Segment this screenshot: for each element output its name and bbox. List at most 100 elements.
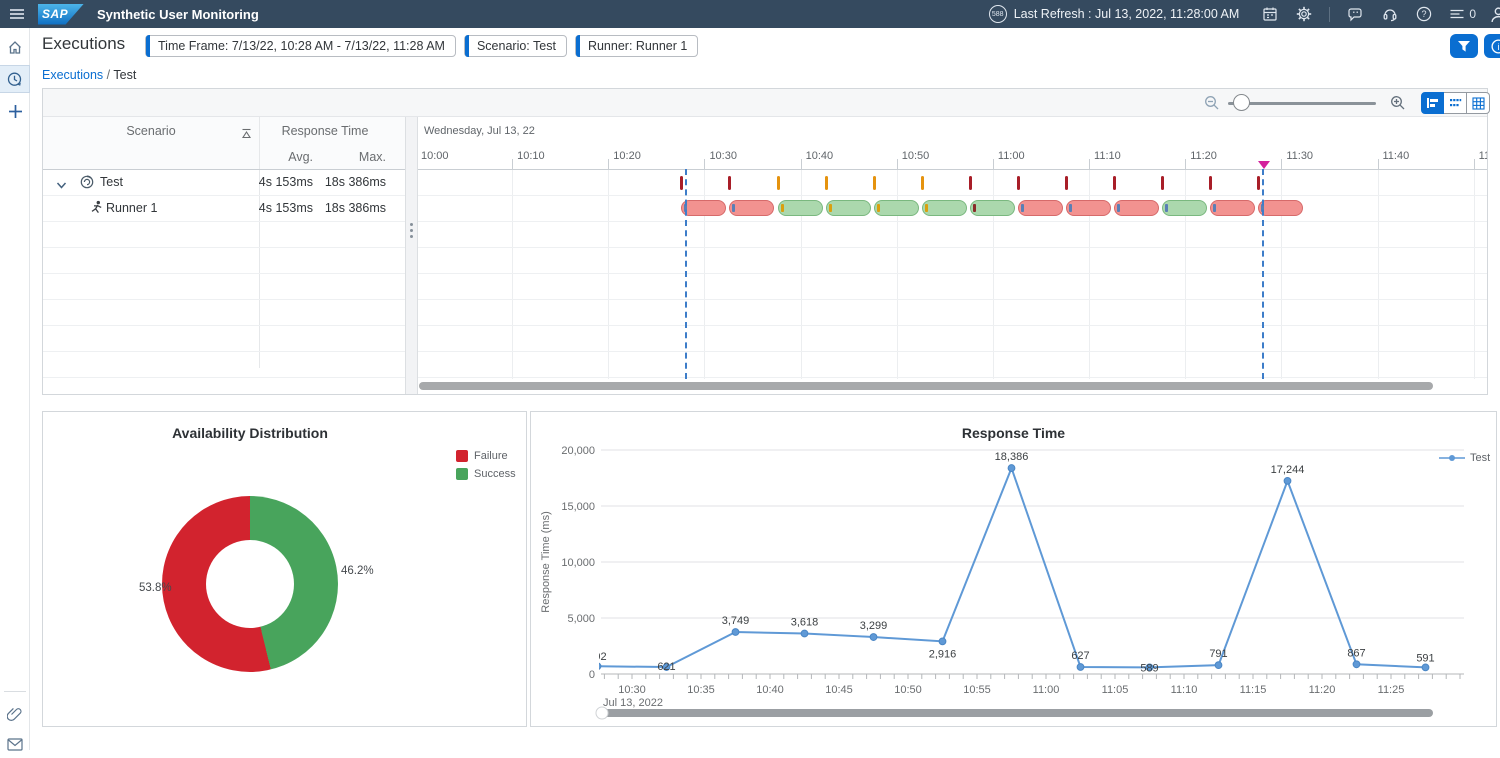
timeline-gridline (1474, 169, 1475, 379)
table-row-border (43, 299, 405, 300)
sort-ascending-icon[interactable] (241, 126, 252, 144)
gantt-bar-success[interactable] (874, 200, 919, 216)
execution-status-marker-failure[interactable] (1065, 176, 1068, 190)
execution-status-marker-success[interactable] (825, 176, 828, 190)
view-gantt-button[interactable] (1421, 92, 1444, 114)
help-icon[interactable]: ? (1415, 6, 1432, 23)
zoom-in-icon[interactable] (1390, 95, 1406, 116)
data-point[interactable] (1215, 662, 1222, 669)
data-point[interactable] (1008, 465, 1015, 472)
gantt-bar-failure[interactable] (681, 200, 726, 216)
gantt-bar-failure[interactable] (1210, 200, 1255, 216)
execution-status-marker-failure[interactable] (1257, 176, 1260, 190)
data-point[interactable] (594, 663, 601, 670)
sidebar-item-attachment[interactable] (0, 700, 30, 728)
y-tick-label: 15,000 (561, 501, 595, 513)
execution-status-marker-failure[interactable] (1209, 176, 1212, 190)
execution-status-marker-failure[interactable] (1017, 176, 1020, 190)
sidebar-item-executions[interactable] (0, 65, 30, 93)
timeline-ruler-tick (1378, 159, 1379, 169)
breadcrumb: Executions / Test (42, 68, 136, 82)
data-point[interactable] (1077, 664, 1084, 671)
bar-start-marker (1069, 204, 1072, 212)
table-row-runner1[interactable]: Runner 1 4s 153ms 18s 386ms (43, 195, 405, 221)
table-row-test[interactable]: Test 4s 153ms 18s 386ms (43, 169, 405, 195)
view-grid-button[interactable] (1467, 92, 1490, 114)
execution-status-marker-success[interactable] (921, 176, 924, 190)
gantt-bar-success[interactable] (922, 200, 967, 216)
collapse-chevron-icon[interactable] (56, 177, 67, 195)
refresh-countdown-badge[interactable]: 588 (989, 5, 1007, 23)
gantt-bar-success[interactable] (970, 200, 1015, 216)
timeline-ruler-tick (897, 159, 898, 169)
sidebar-item-email[interactable] (0, 730, 30, 758)
sidebar-item-add[interactable] (0, 97, 30, 125)
legend-item-success[interactable]: Success (456, 468, 516, 480)
info-button[interactable]: i (1484, 34, 1500, 58)
chip-time-frame[interactable]: Time Frame: 7/13/22, 10:28 AM - 7/13/22,… (145, 35, 456, 57)
gantt-bar-failure[interactable] (1114, 200, 1159, 216)
gantt-bar-failure[interactable] (1258, 200, 1303, 216)
user-profile-icon[interactable] (1490, 6, 1500, 23)
breadcrumb-current: Test (113, 68, 136, 82)
execution-status-marker-success[interactable] (777, 176, 780, 190)
availability-donut-chart[interactable] (162, 496, 338, 672)
chart-horizontal-scrollbar[interactable] (601, 709, 1433, 717)
gantt-table: Scenario Response Time Avg. Max. Test (43, 117, 405, 394)
data-point[interactable] (870, 634, 877, 641)
gantt-bar-success[interactable] (1162, 200, 1207, 216)
breadcrumb-link-executions[interactable]: Executions (42, 68, 103, 82)
execution-status-marker-success[interactable] (873, 176, 876, 190)
y-axis-title: Response Time (ms) (540, 511, 552, 612)
view-switcher (1421, 92, 1490, 114)
data-point[interactable] (939, 638, 946, 645)
data-point[interactable] (801, 630, 808, 637)
execution-status-marker-success[interactable] (1161, 176, 1164, 190)
gantt-bar-success[interactable] (826, 200, 871, 216)
execution-status-marker-failure[interactable] (1113, 176, 1116, 190)
bar-start-marker (973, 204, 976, 212)
data-point[interactable] (1353, 661, 1360, 668)
sap-logo[interactable]: SAP (38, 4, 84, 25)
legend-item-failure[interactable]: Failure (456, 450, 516, 462)
calendar-icon[interactable] (1261, 6, 1278, 23)
gantt-horizontal-scrollbar[interactable] (419, 382, 1433, 390)
zoom-out-icon[interactable] (1204, 95, 1220, 116)
view-rows-button[interactable] (1444, 92, 1467, 114)
execution-status-marker-failure[interactable] (680, 176, 683, 190)
zoom-slider-track[interactable] (1228, 102, 1376, 105)
table-row-border (43, 247, 405, 248)
chip-scenario[interactable]: Scenario: Test (464, 35, 567, 57)
scrollbar-handle[interactable] (596, 707, 608, 719)
menu-hamburger-icon[interactable] (8, 6, 25, 23)
column-header-scenario[interactable]: Scenario (43, 124, 259, 138)
column-header-avg[interactable]: Avg. (288, 150, 313, 164)
data-point[interactable] (1284, 477, 1291, 484)
filter-button[interactable] (1450, 34, 1478, 58)
gantt-bar-failure[interactable] (729, 200, 774, 216)
gantt-bar-failure[interactable] (1018, 200, 1063, 216)
sidebar-item-home[interactable] (0, 33, 30, 61)
timeline-time-label: 10:30 (709, 150, 737, 162)
chat-feedback-icon[interactable] (1347, 6, 1364, 23)
execution-status-marker-success[interactable] (969, 176, 972, 190)
zoom-slider-handle[interactable] (1233, 94, 1250, 111)
data-point[interactable] (1422, 664, 1429, 671)
x-tick-label: 11:00 (1033, 684, 1060, 696)
svg-text:i: i (1497, 41, 1499, 51)
execution-status-marker-failure[interactable] (728, 176, 731, 190)
data-point[interactable] (732, 629, 739, 636)
gantt-bar-failure[interactable] (1066, 200, 1111, 216)
timeline-time-label: 11:30 (1286, 150, 1313, 162)
column-header-max[interactable]: Max. (359, 150, 386, 164)
table-timeline-splitter[interactable] (405, 117, 418, 394)
bar-start-marker (925, 204, 928, 212)
chip-runner[interactable]: Runner: Runner 1 (575, 35, 698, 57)
y-tick-label: 5,000 (567, 613, 595, 625)
gantt-bar-success[interactable] (778, 200, 823, 216)
timeline-ruler-tick (1281, 159, 1282, 169)
settings-gear-icon[interactable] (1295, 6, 1312, 23)
headset-support-icon[interactable] (1381, 6, 1398, 23)
notifications[interactable]: 0 (1449, 7, 1476, 21)
